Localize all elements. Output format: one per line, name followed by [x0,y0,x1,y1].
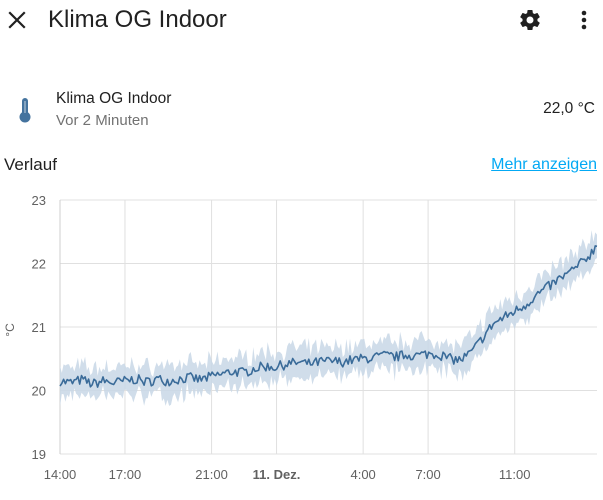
close-icon [8,11,26,29]
dialog-title: Klima OG Indoor [48,6,227,33]
x-tick-label: 4:00 [350,467,375,482]
x-tick-label: 17:00 [109,467,142,482]
y-tick-label: 23 [32,193,46,208]
gear-icon [520,10,540,30]
entity-state: 22,0 °C [543,100,595,117]
min-max-band [60,230,597,407]
more-options-button[interactable] [572,6,596,34]
x-tick-label: 21:00 [195,467,228,482]
y-tick-label: 22 [32,257,46,272]
more-vertical-icon [581,10,587,30]
y-axis-label: °C [3,323,17,337]
history-chart: 19 20 21 22 23 14:00 17:00 21:00 11. Dez. 4:00 7:… [3,193,598,482]
entity-row[interactable]: Klima OG Indoor Vor 2 Minuten 22,0 °C [0,84,603,136]
series-line [59,245,598,388]
dialog-header: Klima OG Indoor [0,0,603,42]
chart-grid [59,199,597,455]
y-axis-ticks: 19 20 21 22 23 [32,193,46,462]
x-tick-label: 7:00 [415,467,440,482]
close-button[interactable] [4,4,30,36]
chart-series [59,245,598,388]
y-tick-label: 20 [32,384,46,399]
show-more-link[interactable]: Mehr anzeigen [491,156,597,173]
entity-name: Klima OG Indoor [56,90,172,107]
y-tick-label: 21 [32,320,46,335]
thermometer-icon [19,98,31,123]
settings-button[interactable] [516,6,544,34]
x-tick-label: 14:00 [44,467,77,482]
series-range-band [60,230,597,407]
x-tick-label: 11:00 [499,467,531,482]
last-changed: Vor 2 Minuten [56,112,149,129]
x-tick-label: 11. Dez. [253,467,301,482]
history-title: Verlauf [4,155,57,174]
x-axis-ticks: 14:00 17:00 21:00 11. Dez. 4:00 7:00 11:00 [44,467,531,482]
y-tick-label: 19 [32,447,46,462]
